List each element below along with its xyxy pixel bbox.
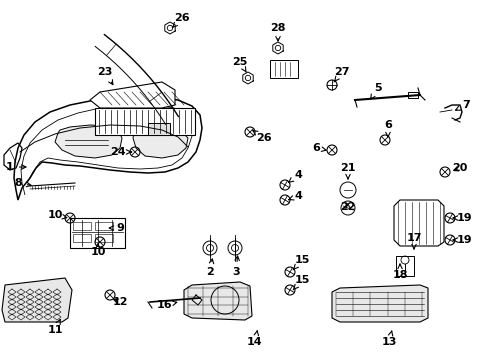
Bar bbox=[95, 222, 113, 230]
Polygon shape bbox=[393, 200, 443, 246]
Text: 15: 15 bbox=[292, 275, 309, 290]
Polygon shape bbox=[183, 282, 251, 320]
Text: 5: 5 bbox=[370, 83, 381, 99]
Text: 2: 2 bbox=[206, 259, 213, 277]
Bar bbox=[269, 60, 297, 78]
Polygon shape bbox=[2, 278, 72, 322]
Polygon shape bbox=[90, 82, 175, 108]
Polygon shape bbox=[133, 126, 187, 158]
Bar bbox=[73, 222, 91, 230]
Text: 28: 28 bbox=[270, 23, 285, 41]
Text: 26: 26 bbox=[172, 13, 189, 28]
Text: 21: 21 bbox=[340, 163, 355, 179]
Bar bbox=[407, 92, 417, 98]
Text: 10: 10 bbox=[90, 244, 105, 257]
Text: 3: 3 bbox=[232, 256, 239, 277]
Polygon shape bbox=[331, 285, 427, 322]
Bar bbox=[95, 234, 113, 242]
Text: 6: 6 bbox=[311, 143, 325, 153]
Text: 15: 15 bbox=[292, 255, 309, 270]
Text: 18: 18 bbox=[391, 264, 407, 280]
Text: 11: 11 bbox=[47, 319, 62, 335]
Text: 4: 4 bbox=[288, 191, 301, 201]
Text: 4: 4 bbox=[288, 170, 301, 183]
Text: 1: 1 bbox=[6, 162, 26, 172]
Text: 10: 10 bbox=[47, 210, 67, 220]
Text: 19: 19 bbox=[452, 213, 471, 223]
Text: 26: 26 bbox=[252, 131, 271, 143]
Polygon shape bbox=[55, 125, 122, 158]
Text: 14: 14 bbox=[246, 331, 262, 347]
Text: 17: 17 bbox=[406, 233, 421, 249]
Text: 23: 23 bbox=[97, 67, 113, 85]
Text: 9: 9 bbox=[109, 223, 123, 233]
Text: 6: 6 bbox=[383, 120, 391, 137]
Bar bbox=[73, 234, 91, 242]
Text: 7: 7 bbox=[455, 100, 469, 110]
Text: 12: 12 bbox=[112, 297, 127, 307]
Text: 22: 22 bbox=[340, 202, 355, 212]
Bar bbox=[95, 108, 195, 135]
Text: 20: 20 bbox=[451, 163, 467, 173]
Text: 13: 13 bbox=[381, 331, 396, 347]
Text: 27: 27 bbox=[333, 67, 349, 82]
Text: 8: 8 bbox=[14, 178, 31, 188]
Bar bbox=[148, 123, 170, 135]
Text: 16: 16 bbox=[157, 300, 177, 310]
Text: 25: 25 bbox=[232, 57, 247, 72]
Text: 24: 24 bbox=[110, 147, 131, 157]
Bar bbox=[395, 256, 413, 276]
Text: 19: 19 bbox=[452, 235, 471, 245]
Bar bbox=[70, 218, 125, 248]
